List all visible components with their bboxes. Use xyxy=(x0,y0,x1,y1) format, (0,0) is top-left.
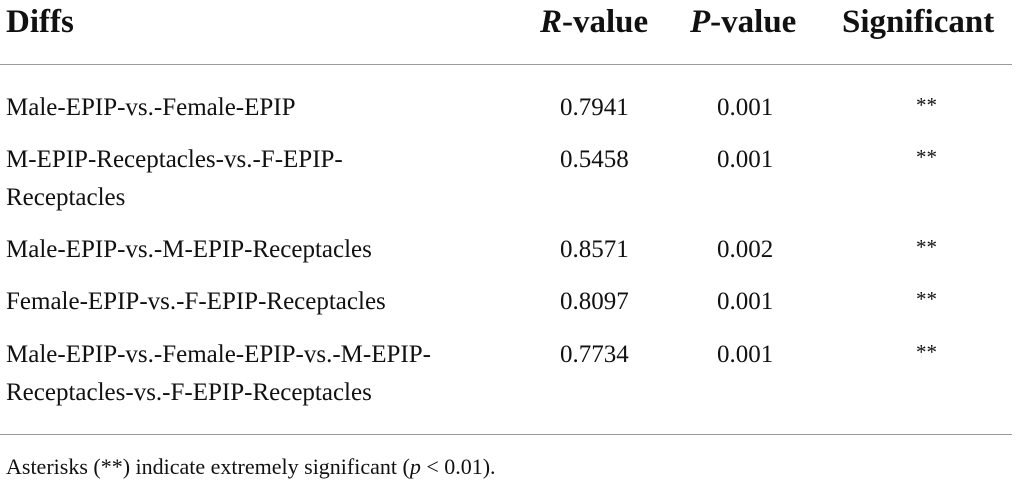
diff-line: Male-EPIP-vs.-Female-EPIP xyxy=(6,94,296,121)
header-significant: Significant xyxy=(842,4,995,40)
r-value-cell: 0.7941 xyxy=(560,94,629,121)
diff-cell: Female-EPIP-vs.-F-EPIP-Receptacles xyxy=(6,283,386,321)
diff-line: Male-EPIP-vs.-Female-EPIP-vs.-M-EPIP- xyxy=(6,341,431,368)
header-r-suffix: -value xyxy=(562,4,649,40)
diff-cell: Male-EPIP-vs.-M-EPIP-Receptacles xyxy=(6,231,372,269)
r-value-cell: 0.5458 xyxy=(560,146,629,173)
significance-cell: ** xyxy=(916,235,937,259)
header-p-suffix: -value xyxy=(710,4,797,40)
header-r-symbol: R xyxy=(540,4,563,40)
r-value-cell: 0.8571 xyxy=(560,236,629,263)
footnote-text: Asterisks (**) indicate extremely signif… xyxy=(6,454,410,479)
footer-divider xyxy=(0,434,1012,435)
header-p-value: P-value xyxy=(690,2,796,42)
footnote-p-symbol: p xyxy=(409,454,421,479)
diff-line: Receptacles-vs.-F-EPIP-Receptacles xyxy=(6,379,372,406)
diff-line: Male-EPIP-vs.-M-EPIP-Receptacles xyxy=(6,236,372,263)
header-p-symbol: P xyxy=(690,4,711,40)
diff-cell: Male-EPIP-vs.-Female-EPIP xyxy=(6,89,296,127)
diff-cell: Male-EPIP-vs.-Female-EPIP-vs.-M-EPIP- Re… xyxy=(6,336,431,412)
header-r-value: R-value xyxy=(540,2,648,42)
diff-cell: M-EPIP-Receptacles-vs.-F-EPIP- Receptacl… xyxy=(6,141,343,217)
significance-cell: ** xyxy=(916,145,937,169)
header-diffs: Diffs xyxy=(6,4,74,40)
p-value-cell: 0.001 xyxy=(717,341,774,368)
p-value-cell: 0.001 xyxy=(717,288,774,315)
diff-line: Receptacles xyxy=(6,184,126,211)
r-value-cell: 0.8097 xyxy=(560,288,629,315)
p-value-cell: 0.001 xyxy=(717,146,774,173)
table-footnote: Asterisks (**) indicate extremely signif… xyxy=(6,452,496,482)
p-value-cell: 0.001 xyxy=(717,94,774,121)
header-divider xyxy=(0,64,1012,65)
p-value-cell: 0.002 xyxy=(717,236,774,263)
significance-cell: ** xyxy=(916,340,937,364)
footnote-threshold: < 0.01). xyxy=(420,454,496,479)
significance-cell: ** xyxy=(916,93,937,117)
diff-line: M-EPIP-Receptacles-vs.-F-EPIP- xyxy=(6,146,343,173)
significance-cell: ** xyxy=(916,287,937,311)
r-value-cell: 0.7734 xyxy=(560,341,629,368)
diff-line: Female-EPIP-vs.-F-EPIP-Receptacles xyxy=(6,288,386,315)
